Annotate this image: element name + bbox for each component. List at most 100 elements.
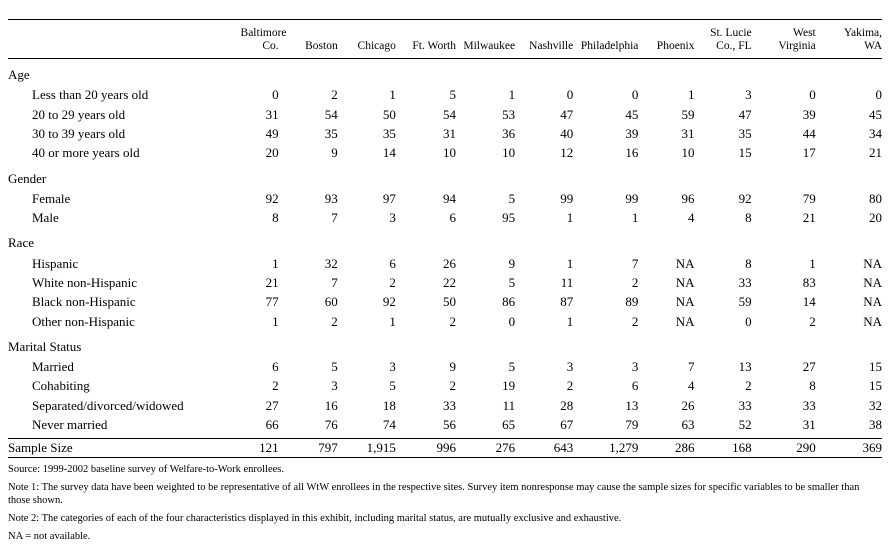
value-cell: 11 (502, 397, 516, 413)
value-cell: 31 (265, 106, 279, 122)
value-cell: 12 (560, 145, 574, 161)
value-cell: 0 (631, 87, 639, 103)
corner-cell (8, 20, 241, 59)
value-cell: 7 (688, 359, 695, 375)
value-cell: 31 (442, 125, 456, 141)
column-header-line: Nashville (529, 40, 574, 52)
value-cell: 83 (802, 274, 816, 290)
value-cell: NA (675, 255, 695, 271)
section-title: Marital Status (8, 338, 82, 354)
row-label: 40 or more years old (32, 145, 140, 161)
value-cell: 92 (265, 190, 279, 206)
value-cell: 86 (502, 294, 516, 310)
value-cell: 17 (802, 145, 816, 161)
column-header: Phoenix (638, 20, 695, 59)
table-row: Separated/divorced/widowed 27 16 18 33 11 28 13… (8, 396, 882, 415)
value-cell: 50 (382, 106, 396, 122)
column-header-row: Baltimore Co. Boston Chicago Ft. Worth Milwau… (8, 19, 882, 59)
column-header-line: WA (864, 40, 882, 52)
value-cell: 286 (675, 440, 695, 456)
table-row: Less than 20 years old 0 2 1 5 1 0 0 1 3 0 0 (8, 85, 882, 104)
value-cell: 21 (869, 145, 882, 161)
column-header-line: Phoenix (656, 40, 695, 52)
row-label: 20 to 29 years old (32, 106, 126, 122)
value-cell: 0 (566, 87, 574, 103)
value-cell: 2 (449, 313, 456, 329)
row-label: Other non-Hispanic (32, 313, 135, 329)
demographics-table: Baltimore Co. Boston Chicago Ft. Worth Milwau… (8, 19, 882, 458)
value-cell: 9 (331, 145, 338, 161)
note: Source: 1999-2002 baseline survey of Wel… (8, 464, 284, 476)
value-cell: 643 (553, 440, 574, 456)
value-cell: 14 (382, 145, 396, 161)
value-cell: 1 (389, 87, 396, 103)
table-row: Male 8 7 3 6 95 1 1 4 8 21 20 (8, 208, 882, 227)
value-cell: NA (863, 274, 882, 290)
value-cell: 26 (681, 397, 695, 413)
notes: Source: 1999-2002 baseline survey of Wel… (8, 463, 882, 543)
value-cell: 13 (738, 359, 752, 375)
value-cell: 121 (259, 440, 279, 456)
value-cell: 16 (324, 397, 338, 413)
value-cell: 3 (389, 359, 396, 375)
value-cell: 13 (625, 397, 639, 413)
value-cell: 5 (331, 359, 338, 375)
value-cell: 31 (681, 125, 695, 141)
value-cell: 5 (508, 190, 516, 206)
value-cell: 2 (272, 378, 279, 394)
value-cell: 1 (631, 210, 639, 226)
table-row: White non-Hispanic 21 7 2 22 5 11 2 NA 33 83 NA (8, 273, 882, 292)
value-cell: 50 (442, 294, 456, 310)
value-cell: 0 (875, 87, 883, 103)
column-header: Philadelphia (573, 20, 639, 59)
value-cell: 2 (631, 274, 639, 290)
column-header: West Virginia (752, 20, 815, 59)
section-header-row: Race (8, 227, 882, 253)
value-cell: 797 (318, 440, 338, 456)
value-cell: 40 (560, 125, 574, 141)
value-cell: 67 (560, 417, 574, 433)
value-cell: 47 (560, 106, 574, 122)
column-header-line: Chicago (357, 40, 396, 52)
column-header: Boston (279, 20, 338, 59)
value-cell: 35 (738, 125, 752, 141)
value-cell: 53 (502, 106, 516, 122)
table-row: Cohabiting 2 3 5 2 19 2 6 4 2 8 15 (8, 376, 882, 395)
value-cell: 1 (566, 313, 574, 329)
value-cell: 59 (738, 294, 752, 310)
value-cell: 8 (745, 255, 752, 271)
value-cell: 18 (382, 397, 396, 413)
value-cell: 290 (796, 440, 816, 456)
column-header-line: St. Lucie (710, 27, 752, 39)
column-header: Nashville (515, 20, 573, 59)
value-cell: 1 (272, 313, 279, 329)
column-header-line: Ft. Worth (412, 40, 456, 52)
value-cell: 5 (508, 274, 516, 290)
value-cell: 76 (324, 417, 338, 433)
value-cell: 369 (862, 440, 883, 456)
value-cell: 27 (265, 397, 279, 413)
value-cell: 99 (560, 190, 574, 206)
value-cell: 26 (442, 255, 456, 271)
value-cell: 3 (389, 210, 396, 226)
value-cell: 33 (738, 274, 752, 290)
value-cell: 2 (449, 378, 456, 394)
value-cell: 2 (809, 313, 816, 329)
value-cell: 45 (625, 106, 639, 122)
value-cell: 10 (442, 145, 456, 161)
section-title: Age (8, 67, 30, 82)
value-cell: 47 (738, 106, 752, 122)
value-cell: NA (675, 313, 695, 329)
value-cell: 1 (508, 87, 516, 103)
value-cell: 44 (802, 125, 816, 141)
value-cell: 27 (802, 359, 816, 375)
note: NA = not available. (8, 531, 91, 543)
value-cell: 11 (560, 274, 574, 290)
table-row: Other non-Hispanic 1 2 1 2 0 1 2 NA 0 2 NA (8, 312, 882, 331)
value-cell: 77 (265, 294, 279, 310)
value-cell: 1 (809, 255, 816, 271)
value-cell: 63 (681, 417, 695, 433)
value-cell: 7 (331, 274, 338, 290)
value-cell: 2 (631, 313, 639, 329)
column-header: Ft. Worth (396, 20, 456, 59)
